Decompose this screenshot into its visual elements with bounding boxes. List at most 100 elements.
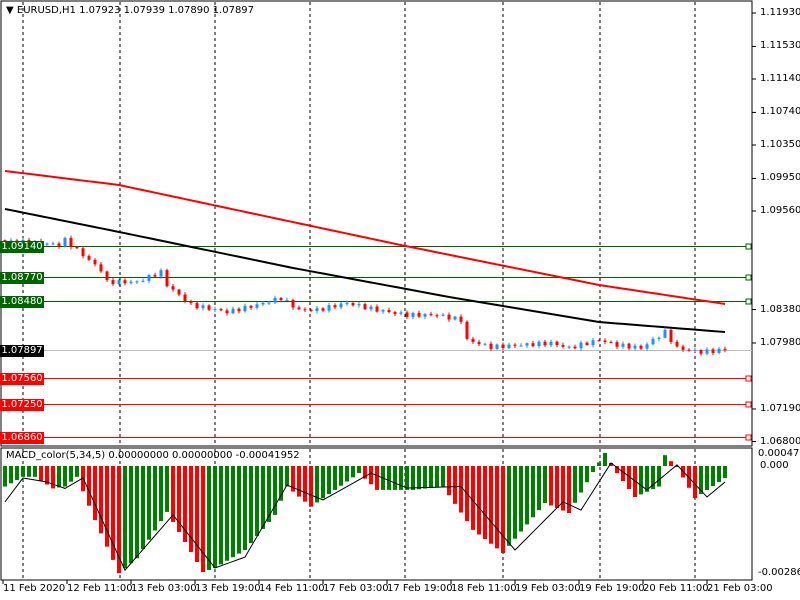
macd-histogram-bar	[375, 466, 379, 490]
level-handle	[745, 274, 752, 281]
candle-body	[657, 337, 661, 339]
candle-body	[279, 297, 283, 301]
candle-body	[411, 312, 415, 318]
macd-histogram-bar	[699, 466, 703, 495]
price-pane-border	[0, 0, 753, 447]
candle-body	[621, 343, 625, 347]
candle-body	[543, 341, 547, 346]
macd-histogram-bar	[87, 466, 91, 506]
price-tick-label: 1.09950	[760, 172, 800, 184]
candle-body	[399, 312, 403, 314]
macd-histogram-bar	[549, 466, 553, 506]
macd-histogram-bar	[717, 466, 721, 482]
candle-body	[171, 286, 175, 290]
macd-histogram-bar	[201, 466, 205, 573]
macd-histogram-bar	[231, 466, 235, 558]
candle-body	[321, 308, 325, 311]
candle-body	[663, 329, 667, 338]
candle-body	[357, 304, 361, 306]
candle-body	[363, 304, 367, 310]
candle-body	[441, 314, 445, 316]
candle-body	[507, 344, 511, 348]
candle-body	[417, 312, 421, 317]
level-handle	[745, 434, 752, 441]
macd-histogram-bar	[693, 466, 697, 499]
candle-body	[99, 264, 103, 272]
macd-histogram-bar	[357, 466, 361, 474]
candle-body	[477, 341, 481, 345]
candle-body	[243, 305, 247, 312]
macd-histogram-bar	[207, 466, 211, 570]
macd-histogram-bar	[423, 466, 427, 489]
candle-body	[303, 309, 307, 311]
candle-body	[327, 305, 331, 311]
macd-histogram-bar	[297, 466, 301, 497]
time-axis-label: 12 Feb 11:00	[67, 583, 133, 594]
candle-body	[183, 294, 187, 302]
candle-body	[117, 280, 121, 285]
macd-histogram-bar	[219, 466, 223, 565]
macd-histogram-bar	[303, 466, 307, 502]
time-axis-label: 21 Feb 03:00	[707, 583, 773, 594]
candle-body	[159, 270, 163, 277]
macd-histogram-bar	[525, 466, 529, 525]
macd-histogram-bar	[63, 466, 67, 487]
candle-body	[207, 305, 211, 310]
collapse-triangle-icon[interactable]: ▼	[6, 5, 17, 16]
macd-histogram-bar	[711, 466, 715, 487]
candle-body	[69, 237, 73, 248]
candle-body	[489, 343, 493, 349]
level-price-tag[interactable]: 1.08770	[0, 271, 44, 284]
macd-histogram-bar	[723, 466, 727, 478]
macd-histogram-bar	[195, 466, 199, 563]
macd-histogram-bar	[615, 466, 619, 474]
macd-histogram-bar	[609, 463, 613, 466]
level-price-tag[interactable]: 1.06860	[0, 431, 44, 444]
candle-body	[141, 280, 145, 282]
candle-body	[381, 310, 385, 312]
macd-histogram-bar	[639, 466, 643, 495]
candle-body	[285, 299, 289, 301]
time-axis-label: 11 Feb 2020	[3, 583, 66, 594]
level-price-tag[interactable]: 1.09140	[0, 240, 44, 253]
macd-histogram-bar	[15, 466, 19, 481]
current-price-tag: 1.07897	[0, 344, 44, 357]
candle-body	[651, 338, 655, 345]
level-handle	[745, 401, 752, 408]
macd-histogram-bar	[135, 466, 139, 559]
level-handle	[745, 298, 752, 305]
macd-histogram-bar	[351, 466, 355, 478]
candle-body	[459, 316, 463, 322]
candle-body	[597, 340, 601, 342]
macd-histogram-bar	[471, 466, 475, 530]
macd-histogram-bar	[273, 466, 277, 515]
candle-body	[135, 281, 139, 283]
candle-body	[603, 340, 607, 343]
macd-histogram-bar	[489, 466, 493, 544]
price-tick-label: 1.07980	[760, 336, 800, 348]
macd-histogram-bar	[261, 466, 265, 529]
candle-body	[585, 342, 589, 346]
level-price-tag[interactable]: 1.07250	[0, 398, 44, 411]
time-axis-label: 20 Feb 11:00	[643, 583, 709, 594]
macd-histogram-bar	[591, 466, 595, 472]
macd-histogram-bar	[123, 466, 127, 569]
candle-body	[237, 308, 241, 312]
symbol-label: EURUSD,H1	[16, 5, 76, 16]
level-price-tag[interactable]: 1.07560	[0, 372, 44, 385]
candle-body	[87, 256, 91, 260]
macd-histogram-bar	[687, 466, 691, 488]
macd-histogram-bar	[441, 466, 445, 487]
candle-body	[579, 342, 583, 349]
candle-body	[387, 310, 391, 313]
candle-body	[231, 308, 235, 314]
candle-body	[273, 297, 277, 303]
candle-body	[345, 302, 349, 304]
macd-histogram-bar	[501, 466, 505, 553]
macd-histogram-bar	[213, 466, 217, 568]
candle-body	[405, 312, 409, 318]
level-price-tag[interactable]: 1.08480	[0, 295, 44, 308]
macd-histogram-bar	[117, 466, 121, 574]
candle-body	[225, 310, 229, 314]
